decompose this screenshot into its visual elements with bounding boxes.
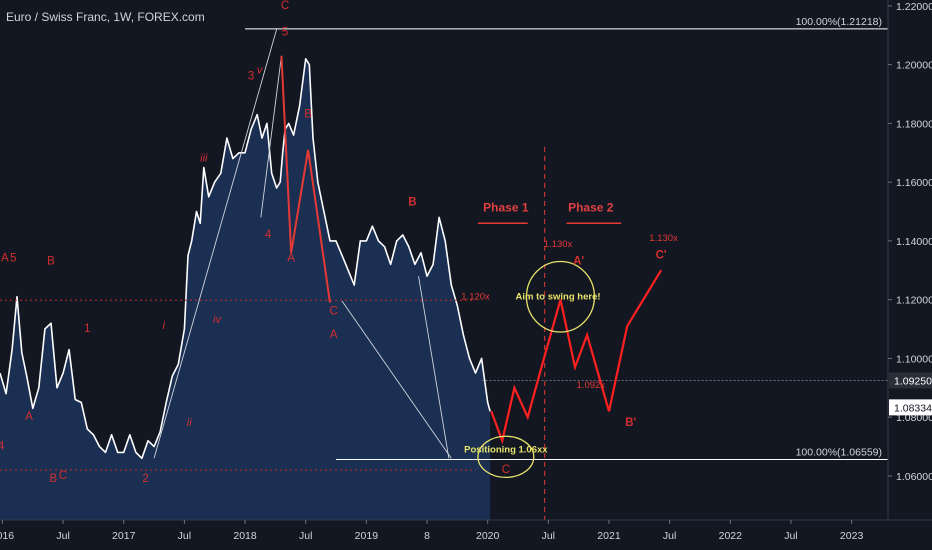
trend-line — [153, 29, 278, 459]
y-tick-label: 1.18000 — [896, 118, 932, 130]
x-tick-label: Jul — [299, 530, 312, 542]
x-tick-label: Jul — [663, 530, 676, 542]
x-tick-label: Jul — [784, 530, 797, 542]
plot-area: 100.00%(1.21218) 100.00%(1.06559) — [0, 16, 888, 521]
wave-label: B — [304, 109, 312, 121]
level-label-bottom: 100.00%(1.06559) — [796, 447, 882, 459]
wave-label: C — [329, 305, 337, 317]
y-tick-label: 1.10000 — [896, 353, 932, 365]
price-area — [0, 58, 491, 521]
wave-label: 1 — [84, 323, 90, 335]
wave-label: B — [47, 255, 55, 267]
price-tag-mid — [889, 372, 932, 389]
x-tick-label: 2020 — [476, 530, 500, 542]
y-axis-background — [888, 0, 932, 550]
annotation: 1.130x — [649, 233, 678, 244]
y-tick-label: 1.20000 — [896, 60, 932, 72]
y-tick-label: 1.16000 — [896, 177, 932, 189]
wave-label: 4 — [0, 440, 5, 452]
price-tag-mid-label: 1.09250 — [894, 375, 932, 387]
x-tick-label: 2023 — [840, 530, 864, 542]
x-axis[interactable]: 2016 Jul 2017 Jul 2018 Jul 2019 8 2020 Jul 2021 Jul… — [0, 519, 932, 550]
annotation: 1.120x — [461, 292, 490, 303]
x-tick-label: 2021 — [597, 530, 621, 542]
target-circle-positioning — [477, 435, 535, 479]
price-tag-current — [889, 399, 932, 416]
target-circle-swing — [525, 260, 596, 333]
wave-label: v — [257, 64, 264, 76]
wave-label: B — [50, 473, 58, 485]
x-tick-label: 2022 — [719, 530, 743, 542]
wave-label: A — [330, 329, 338, 341]
wave-label: 5 — [10, 252, 16, 264]
wave-label: 3 — [248, 70, 254, 82]
price-tag-current-label: 1.08334 — [894, 402, 932, 414]
y-tick-label: 1.14000 — [896, 236, 932, 248]
x-tick-label: 2016 — [0, 530, 14, 542]
y-tick-label: 1.22000 — [896, 1, 932, 13]
x-tick-label: Jul — [56, 530, 69, 542]
y-tick-label: 1.12000 — [896, 295, 932, 307]
x-tick-label: 2017 — [112, 530, 136, 542]
level-label-top: 100.00%(1.21218) — [796, 16, 882, 28]
annotation: Phase 1 — [483, 201, 529, 215]
x-tick-label: Jul — [542, 530, 555, 542]
wave-label: iv — [213, 314, 222, 326]
wave-label: iii — [200, 153, 208, 165]
trend-line — [260, 55, 282, 218]
wave-label: 2 — [142, 473, 148, 485]
wave-red-line — [280, 55, 331, 303]
x-tick-label: Jul — [178, 530, 191, 542]
x-axis-background — [0, 520, 932, 550]
wave-label: ii — [187, 417, 192, 429]
wave-label: B — [408, 197, 416, 209]
wave-label: C — [502, 464, 510, 476]
annotation: Aim to swing here! — [516, 292, 601, 303]
wave-label: A — [25, 411, 33, 423]
trend-line — [418, 276, 450, 459]
projection-line — [490, 269, 663, 445]
wave-label: B' — [625, 417, 636, 429]
annotation: 1.092x — [577, 380, 606, 391]
annotation: 1.130x — [544, 239, 573, 250]
annotation: Positioning 1.06xx — [464, 444, 548, 455]
wave-label: C — [59, 470, 67, 482]
wave-label: 5 — [282, 26, 288, 38]
wave-label: A — [1, 252, 9, 264]
annotation: Phase 2 — [568, 201, 614, 215]
wave-label: i — [163, 320, 166, 332]
y-tick-label: 1.06000 — [896, 471, 932, 483]
price-line — [0, 57, 491, 460]
wave-label: C — [281, 0, 289, 12]
x-tick-label: 2018 — [233, 530, 257, 542]
x-tick-label: 2019 — [355, 530, 379, 542]
y-axis[interactable]: 1.060001.080001.100001.120001.140001.160… — [887, 0, 932, 550]
wave-label: C' — [656, 250, 667, 262]
annotations-layer: Phase 1 Phase 2 Aim to swing here! Position… — [0, 0, 678, 485]
wave-label: A — [287, 252, 295, 264]
chart-title: Euro / Swiss Franc, 1W, FOREX.com — [6, 10, 205, 24]
trend-line — [341, 300, 452, 459]
wave-label: 4 — [265, 229, 272, 241]
x-tick-label: 8 — [424, 530, 430, 542]
wave-label: A' — [573, 255, 584, 267]
